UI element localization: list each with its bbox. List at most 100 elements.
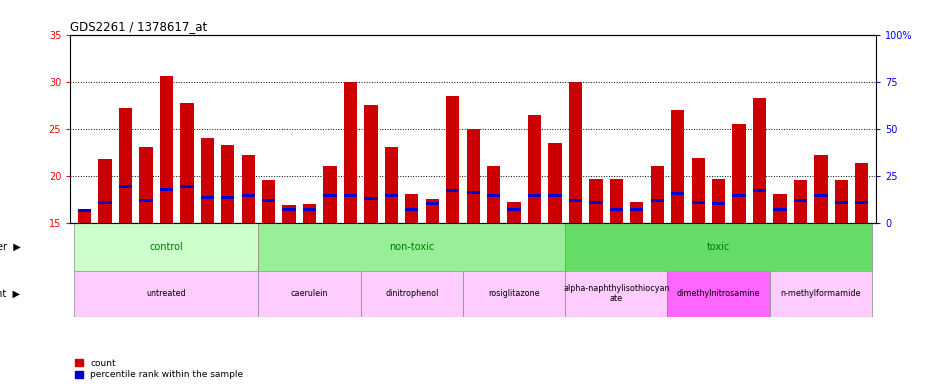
Text: untreated: untreated xyxy=(146,289,186,298)
Bar xyxy=(282,208,296,211)
Bar xyxy=(768,271,871,317)
Bar xyxy=(98,159,111,223)
Bar xyxy=(568,82,581,223)
Bar xyxy=(200,138,213,223)
Bar xyxy=(609,208,622,211)
Bar xyxy=(564,271,666,317)
Bar xyxy=(548,143,561,223)
Bar xyxy=(74,223,258,271)
Bar xyxy=(159,188,173,191)
Bar xyxy=(344,82,357,223)
Bar xyxy=(793,180,806,223)
Bar xyxy=(711,179,724,223)
Bar xyxy=(527,114,541,223)
Bar xyxy=(630,202,643,223)
Text: caerulein: caerulein xyxy=(290,289,328,298)
Bar xyxy=(564,223,871,271)
Bar xyxy=(139,199,153,202)
Bar xyxy=(834,200,847,204)
Bar xyxy=(466,191,479,194)
Bar xyxy=(385,147,398,223)
Bar xyxy=(139,147,153,223)
Bar xyxy=(364,105,377,223)
Bar xyxy=(568,199,581,202)
Bar xyxy=(813,194,826,197)
Bar xyxy=(159,76,173,223)
Bar xyxy=(589,179,602,223)
Bar xyxy=(732,124,745,223)
Bar xyxy=(855,162,868,223)
Bar xyxy=(507,202,520,223)
Bar xyxy=(258,223,564,271)
Bar xyxy=(262,199,275,202)
Bar xyxy=(262,180,275,223)
Bar xyxy=(630,208,643,211)
Bar xyxy=(855,202,868,204)
Text: non-toxic: non-toxic xyxy=(388,242,434,252)
Bar xyxy=(793,199,806,202)
Text: other  ▶: other ▶ xyxy=(0,242,21,252)
Bar xyxy=(507,208,520,211)
Bar xyxy=(752,98,766,223)
Bar xyxy=(772,194,786,223)
Bar xyxy=(119,185,132,189)
Bar xyxy=(404,208,418,211)
Legend: count, percentile rank within the sample: count, percentile rank within the sample xyxy=(75,359,243,379)
Bar xyxy=(527,194,541,197)
Text: dinitrophenol: dinitrophenol xyxy=(385,289,438,298)
Bar xyxy=(446,96,459,223)
Bar xyxy=(119,108,132,223)
Bar xyxy=(425,202,438,205)
Bar xyxy=(385,194,398,197)
Bar xyxy=(650,199,664,202)
Bar xyxy=(200,196,213,199)
Bar xyxy=(282,205,296,223)
Bar xyxy=(302,208,315,211)
Bar xyxy=(834,180,847,223)
Bar xyxy=(98,202,111,204)
Bar xyxy=(487,166,500,223)
Bar xyxy=(241,155,255,223)
Bar xyxy=(548,194,561,197)
Bar xyxy=(241,194,255,197)
Bar xyxy=(78,209,91,212)
Bar xyxy=(670,192,683,195)
Bar xyxy=(487,194,500,197)
Text: toxic: toxic xyxy=(706,242,729,252)
Bar xyxy=(404,194,418,223)
Bar xyxy=(732,194,745,197)
Bar xyxy=(258,271,360,317)
Text: GDS2261 / 1378617_at: GDS2261 / 1378617_at xyxy=(70,20,207,33)
Bar xyxy=(772,208,786,211)
Bar xyxy=(666,271,768,317)
Bar xyxy=(78,212,91,223)
Bar xyxy=(813,155,826,223)
Bar xyxy=(221,196,234,199)
Bar xyxy=(691,158,704,223)
Bar xyxy=(462,271,564,317)
Bar xyxy=(446,189,459,192)
Bar xyxy=(670,110,683,223)
Bar xyxy=(691,200,704,204)
Bar xyxy=(609,179,622,223)
Text: dimethylnitrosamine: dimethylnitrosamine xyxy=(676,289,759,298)
Bar xyxy=(180,185,194,189)
Bar xyxy=(589,202,602,204)
Bar xyxy=(180,103,194,223)
Text: rosiglitazone: rosiglitazone xyxy=(488,289,539,298)
Text: n-methylformamide: n-methylformamide xyxy=(780,289,860,298)
Bar xyxy=(74,271,258,317)
Text: agent  ▶: agent ▶ xyxy=(0,289,21,299)
Bar xyxy=(323,194,336,197)
Bar xyxy=(466,129,479,223)
Bar xyxy=(323,166,336,223)
Bar xyxy=(221,145,234,223)
Bar xyxy=(364,197,377,200)
Text: alpha-naphthylisothiocyan
ate: alpha-naphthylisothiocyan ate xyxy=(563,284,669,303)
Bar xyxy=(650,166,664,223)
Text: control: control xyxy=(150,242,183,252)
Bar xyxy=(425,199,438,223)
Bar xyxy=(360,271,462,317)
Bar xyxy=(344,194,357,197)
Bar xyxy=(711,202,724,205)
